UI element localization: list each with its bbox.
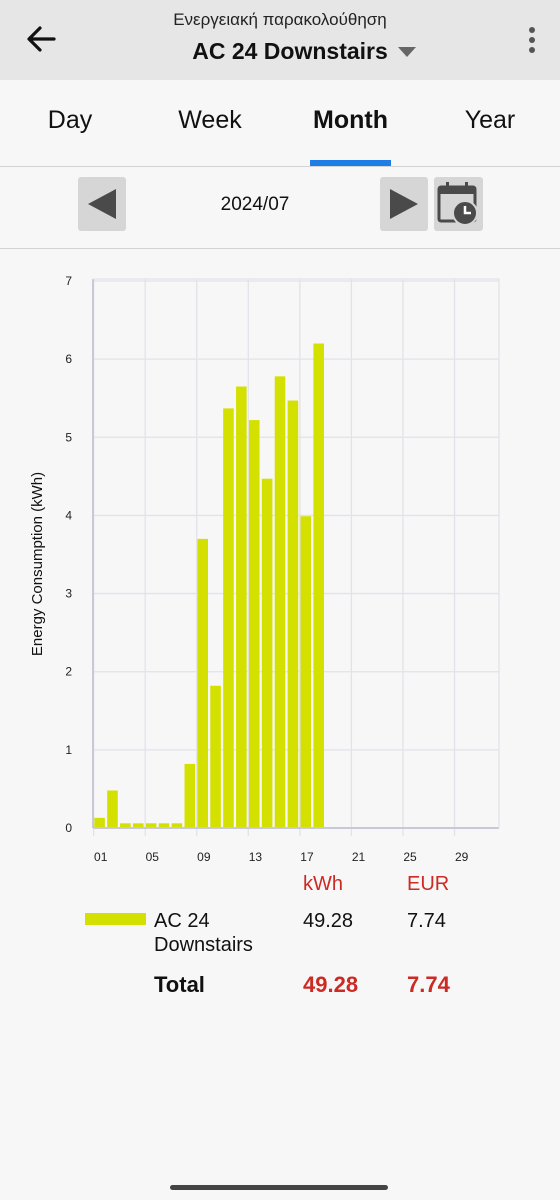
calendar-picker-button[interactable] [434,177,483,231]
bar-day-12 [236,386,247,828]
total-kwh-value: 49.28 [303,972,359,997]
y-tick-label: 7 [65,274,72,288]
app-bar: Ενεργειακή παρακολούθηση AC 24 Downstair… [0,0,560,80]
series-label-line2: Downstairs [154,934,253,956]
bar-day-04 [132,823,144,828]
caret-down-icon[interactable] [398,47,416,57]
y-tick-label: 6 [65,352,72,366]
bar-day-13 [248,420,260,828]
series-label-line1: AC 24 [154,910,210,932]
y-tick-label: 2 [65,665,72,679]
x-tick-label: 01 [94,850,108,864]
series-eur-value: 7.74 [407,910,446,932]
bar-day-15 [274,376,286,828]
x-tick-label: 25 [403,850,417,864]
more-vertical-icon[interactable] [520,24,544,56]
series-kwh-value: 49.28 [303,910,354,932]
x-tick-label: 21 [352,850,366,864]
previous-period-button[interactable] [78,177,126,231]
energy-summary: kWh EUR AC 24 Downstairs 49.28 7.74 Tota… [0,870,560,1010]
active-tab-indicator [310,160,391,166]
bar-day-08 [184,763,196,828]
series-color-swatch [85,913,146,925]
bar-day-16 [287,400,299,828]
x-tick-label: 09 [197,850,211,864]
next-period-button[interactable] [380,177,428,231]
x-tick-label: 17 [300,850,314,864]
bar-day-09 [197,538,208,828]
y-tick-label: 4 [65,508,72,522]
bar-day-11 [223,408,234,828]
y-axis-label: Energy Consumption (kWh) [29,472,46,656]
device-selector-title[interactable]: AC 24 Downstairs [192,38,388,64]
triangle-left-icon [88,189,116,219]
tab-year[interactable]: Year [464,106,516,134]
y-tick-label: 3 [65,587,72,601]
period-navigation: 2024/07 [0,167,560,249]
bar-day-01 [94,817,105,828]
bar-day-10 [210,685,221,828]
bar-day-07 [171,823,183,828]
bar-day-06 [158,823,170,828]
tab-week[interactable]: Week [178,106,242,134]
bar-day-17 [300,516,312,828]
home-indicator [170,1185,388,1190]
total-eur-value: 7.74 [407,972,450,997]
bar-day-02 [107,790,118,828]
eur-column-header: EUR [407,873,450,895]
total-label: Total [154,972,205,997]
x-tick-label: 29 [455,850,469,864]
y-tick-label: 5 [65,430,72,444]
tab-day[interactable]: Day [47,106,93,134]
current-period: 2024/07 [220,194,290,215]
arrow-left-icon[interactable] [24,22,58,56]
tab-month[interactable]: Month [313,106,388,134]
y-tick-label: 0 [65,821,72,835]
x-tick-label: 13 [249,850,263,864]
x-tick-label: 05 [146,850,160,864]
bar-day-05 [145,823,157,828]
screen-subtitle: Ενεργειακή παρακολούθηση [173,10,387,29]
period-tabs: Day Week Month Year [0,80,560,167]
triangle-right-icon [390,189,418,219]
bar-day-18 [313,343,324,828]
kwh-column-header: kWh [303,873,343,895]
bar-day-14 [261,478,273,828]
calendar-clock-icon [437,182,478,226]
bar-day-03 [120,823,131,828]
y-tick-label: 1 [65,743,72,757]
